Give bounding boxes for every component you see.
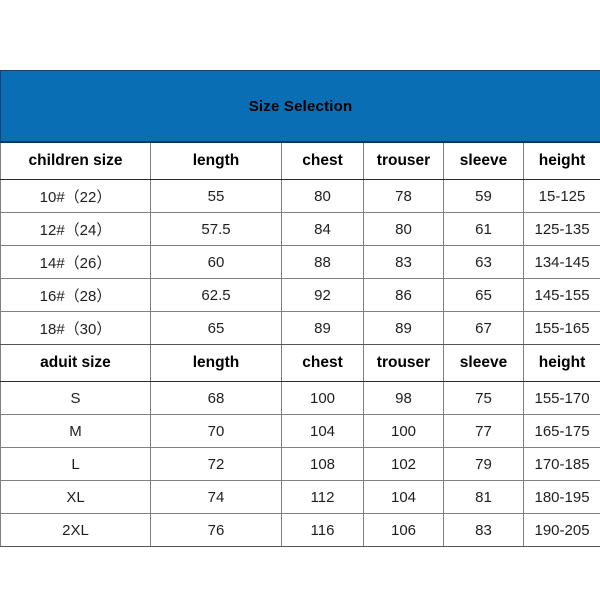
table-cell: 98 — [363, 381, 444, 415]
table-cell: 100 — [363, 414, 444, 448]
adult-column-header: sleeve — [443, 344, 524, 382]
adult-column-header: trouser — [363, 344, 444, 382]
table-cell: 112 — [281, 480, 364, 514]
children-column-header: height — [522, 141, 600, 180]
table-row[interactable]: 12#（24） 57.5 84 80 61 125-135 — [0, 212, 600, 246]
table-cell: 75 — [443, 381, 524, 415]
adult-header-row: aduit size length chest trouser sleeve height — [0, 344, 600, 382]
table-cell: 84 — [281, 212, 364, 246]
table-row[interactable]: 18#（30） 65 89 89 67 155-165 — [0, 311, 600, 345]
table-cell: 116 — [281, 513, 364, 547]
table-cell: 78 — [363, 179, 444, 213]
children-column-header: trouser — [363, 141, 444, 180]
size-table-container: Size Selection children size length chest tr… — [0, 70, 600, 547]
size-selection-table: Size Selection children size length chest tr… — [0, 70, 600, 547]
table-cell: 89 — [281, 311, 364, 345]
table-cell: 125-135 — [522, 212, 600, 246]
table-cell: 190-205 — [522, 513, 600, 547]
table-cell: 68 — [150, 381, 282, 415]
table-cell: 55 — [150, 179, 282, 213]
adult-size-cell: L — [0, 447, 151, 481]
table-cell: 88 — [281, 245, 364, 279]
table-cell: 89 — [363, 311, 444, 345]
table-cell: 155-165 — [522, 311, 600, 345]
children-size-cell: 16#（28） — [0, 278, 151, 312]
table-row[interactable]: S 68 100 98 75 155-170 — [0, 381, 600, 415]
table-cell: 76 — [150, 513, 282, 547]
adult-size-cell: 2XL — [0, 513, 151, 547]
table-cell: 102 — [363, 447, 444, 481]
table-cell: 92 — [281, 278, 364, 312]
table-row[interactable]: XL 74 112 104 81 180-195 — [0, 480, 600, 514]
table-cell: 155-170 — [522, 381, 600, 415]
table-cell: 62.5 — [150, 278, 282, 312]
table-cell: 170-185 — [522, 447, 600, 481]
table-cell: 134-145 — [522, 245, 600, 279]
table-cell: 57.5 — [150, 212, 282, 246]
children-size-cell: 12#（24） — [0, 212, 151, 246]
adult-column-header: chest — [281, 344, 364, 382]
table-cell: 108 — [281, 447, 364, 481]
table-cell: 83 — [363, 245, 444, 279]
children-size-cell: 14#（26） — [0, 245, 151, 279]
table-cell: 59 — [443, 179, 524, 213]
table-cell: 67 — [443, 311, 524, 345]
table-title: Size Selection — [0, 70, 600, 143]
table-cell: 104 — [281, 414, 364, 448]
table-cell: 15-125 — [522, 179, 600, 213]
adult-size-cell: M — [0, 414, 151, 448]
table-cell: 74 — [150, 480, 282, 514]
table-row[interactable]: 10#（22） 55 80 78 59 15-125 — [0, 179, 600, 213]
table-cell: 65 — [443, 278, 524, 312]
table-row[interactable]: L 72 108 102 79 170-185 — [0, 447, 600, 481]
children-column-header: sleeve — [443, 141, 524, 180]
table-cell: 77 — [443, 414, 524, 448]
table-cell: 65 — [150, 311, 282, 345]
table-cell: 145-155 — [522, 278, 600, 312]
children-size-cell: 10#（22） — [0, 179, 151, 213]
table-row[interactable]: 2XL 76 116 106 83 190-205 — [0, 513, 600, 547]
table-cell: 80 — [363, 212, 444, 246]
table-cell: 70 — [150, 414, 282, 448]
table-row[interactable]: M 70 104 100 77 165-175 — [0, 414, 600, 448]
children-column-header: length — [150, 141, 282, 180]
adult-size-cell: XL — [0, 480, 151, 514]
adult-size-cell: S — [0, 381, 151, 415]
table-cell: 86 — [363, 278, 444, 312]
table-cell: 63 — [443, 245, 524, 279]
table-cell: 104 — [363, 480, 444, 514]
table-cell: 79 — [443, 447, 524, 481]
table-title-row: Size Selection — [0, 70, 600, 143]
table-cell: 100 — [281, 381, 364, 415]
children-column-header: children size — [0, 141, 151, 180]
adult-column-header: length — [150, 344, 282, 382]
adult-column-header: aduit size — [0, 344, 151, 382]
table-cell: 106 — [363, 513, 444, 547]
table-cell: 165-175 — [522, 414, 600, 448]
table-row[interactable]: 14#（26） 60 88 83 63 134-145 — [0, 245, 600, 279]
children-column-header: chest — [281, 141, 364, 180]
children-size-cell: 18#（30） — [0, 311, 151, 345]
table-cell: 83 — [443, 513, 524, 547]
table-cell: 80 — [281, 179, 364, 213]
table-row[interactable]: 16#（28） 62.5 92 86 65 145-155 — [0, 278, 600, 312]
children-header-row: children size length chest trouser sleeve hei… — [0, 141, 600, 180]
table-cell: 60 — [150, 245, 282, 279]
table-cell: 180-195 — [522, 480, 600, 514]
table-cell: 61 — [443, 212, 524, 246]
adult-column-header: height — [522, 344, 600, 382]
table-cell: 81 — [443, 480, 524, 514]
table-cell: 72 — [150, 447, 282, 481]
